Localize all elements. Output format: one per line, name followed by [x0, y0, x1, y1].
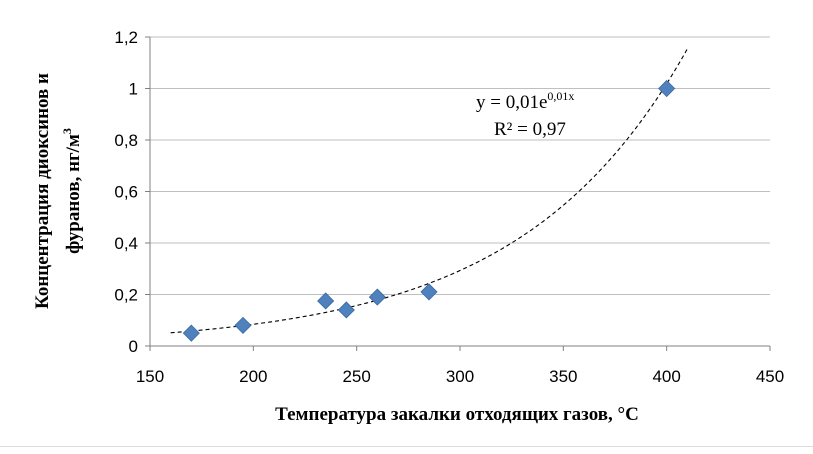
- axes: [145, 36, 771, 351]
- data-point-diamond: [420, 283, 438, 301]
- data-point-diamond: [337, 301, 355, 319]
- x-tick-label: 150: [136, 367, 164, 386]
- data-point-diamond: [368, 288, 386, 306]
- y-tick-label: 1,2: [114, 28, 138, 47]
- equation-main: y = 0,01e: [476, 92, 547, 113]
- x-axis-title: Температура закалки отходящих газов, °C: [275, 404, 639, 425]
- x-tick-label: 250: [342, 367, 370, 386]
- y-axis-title-line-1: Концентрация диоксинов и: [32, 73, 53, 309]
- data-point-diamond: [658, 79, 676, 98]
- trendline: [170, 48, 688, 334]
- y-tick-label: 1: [129, 80, 138, 99]
- x-tick-label: 300: [446, 367, 474, 386]
- tick-labels: 0 0,2 0,4 0,6 0,8 1 1,2 150 200 250 300 350 400 450: [114, 28, 784, 386]
- r-squared-label: R² = 0,97: [494, 119, 566, 140]
- y-tick-label: 0,2: [114, 286, 138, 305]
- data-point-diamond: [317, 292, 335, 310]
- data-points: [182, 79, 676, 342]
- x-tick-label: 450: [756, 367, 784, 386]
- y-tick-label: 0,6: [114, 183, 138, 202]
- trendline-equation: y = 0,01e0,01x: [476, 89, 574, 113]
- data-point-diamond: [182, 324, 200, 342]
- x-tick-label: 350: [549, 367, 577, 386]
- y-axis-title-line-2: фуранов, нг/м3: [60, 128, 84, 254]
- y-tick-label: 0,8: [114, 131, 138, 150]
- grid-lines: [150, 36, 770, 295]
- trendline-path: [170, 48, 688, 334]
- y-tick-label: 0,4: [114, 234, 138, 253]
- x-tick-label: 200: [239, 367, 267, 386]
- data-point-diamond: [234, 316, 252, 334]
- bottom-divider: [0, 446, 813, 447]
- y-axis-title-line-2-text: фуранов, нг/м: [63, 134, 84, 254]
- x-tick-label: 400: [652, 367, 680, 386]
- y-axis-title-superscript: 3: [60, 128, 74, 134]
- equation-exponent: 0,01x: [547, 89, 574, 103]
- y-tick-label: 0: [129, 337, 138, 356]
